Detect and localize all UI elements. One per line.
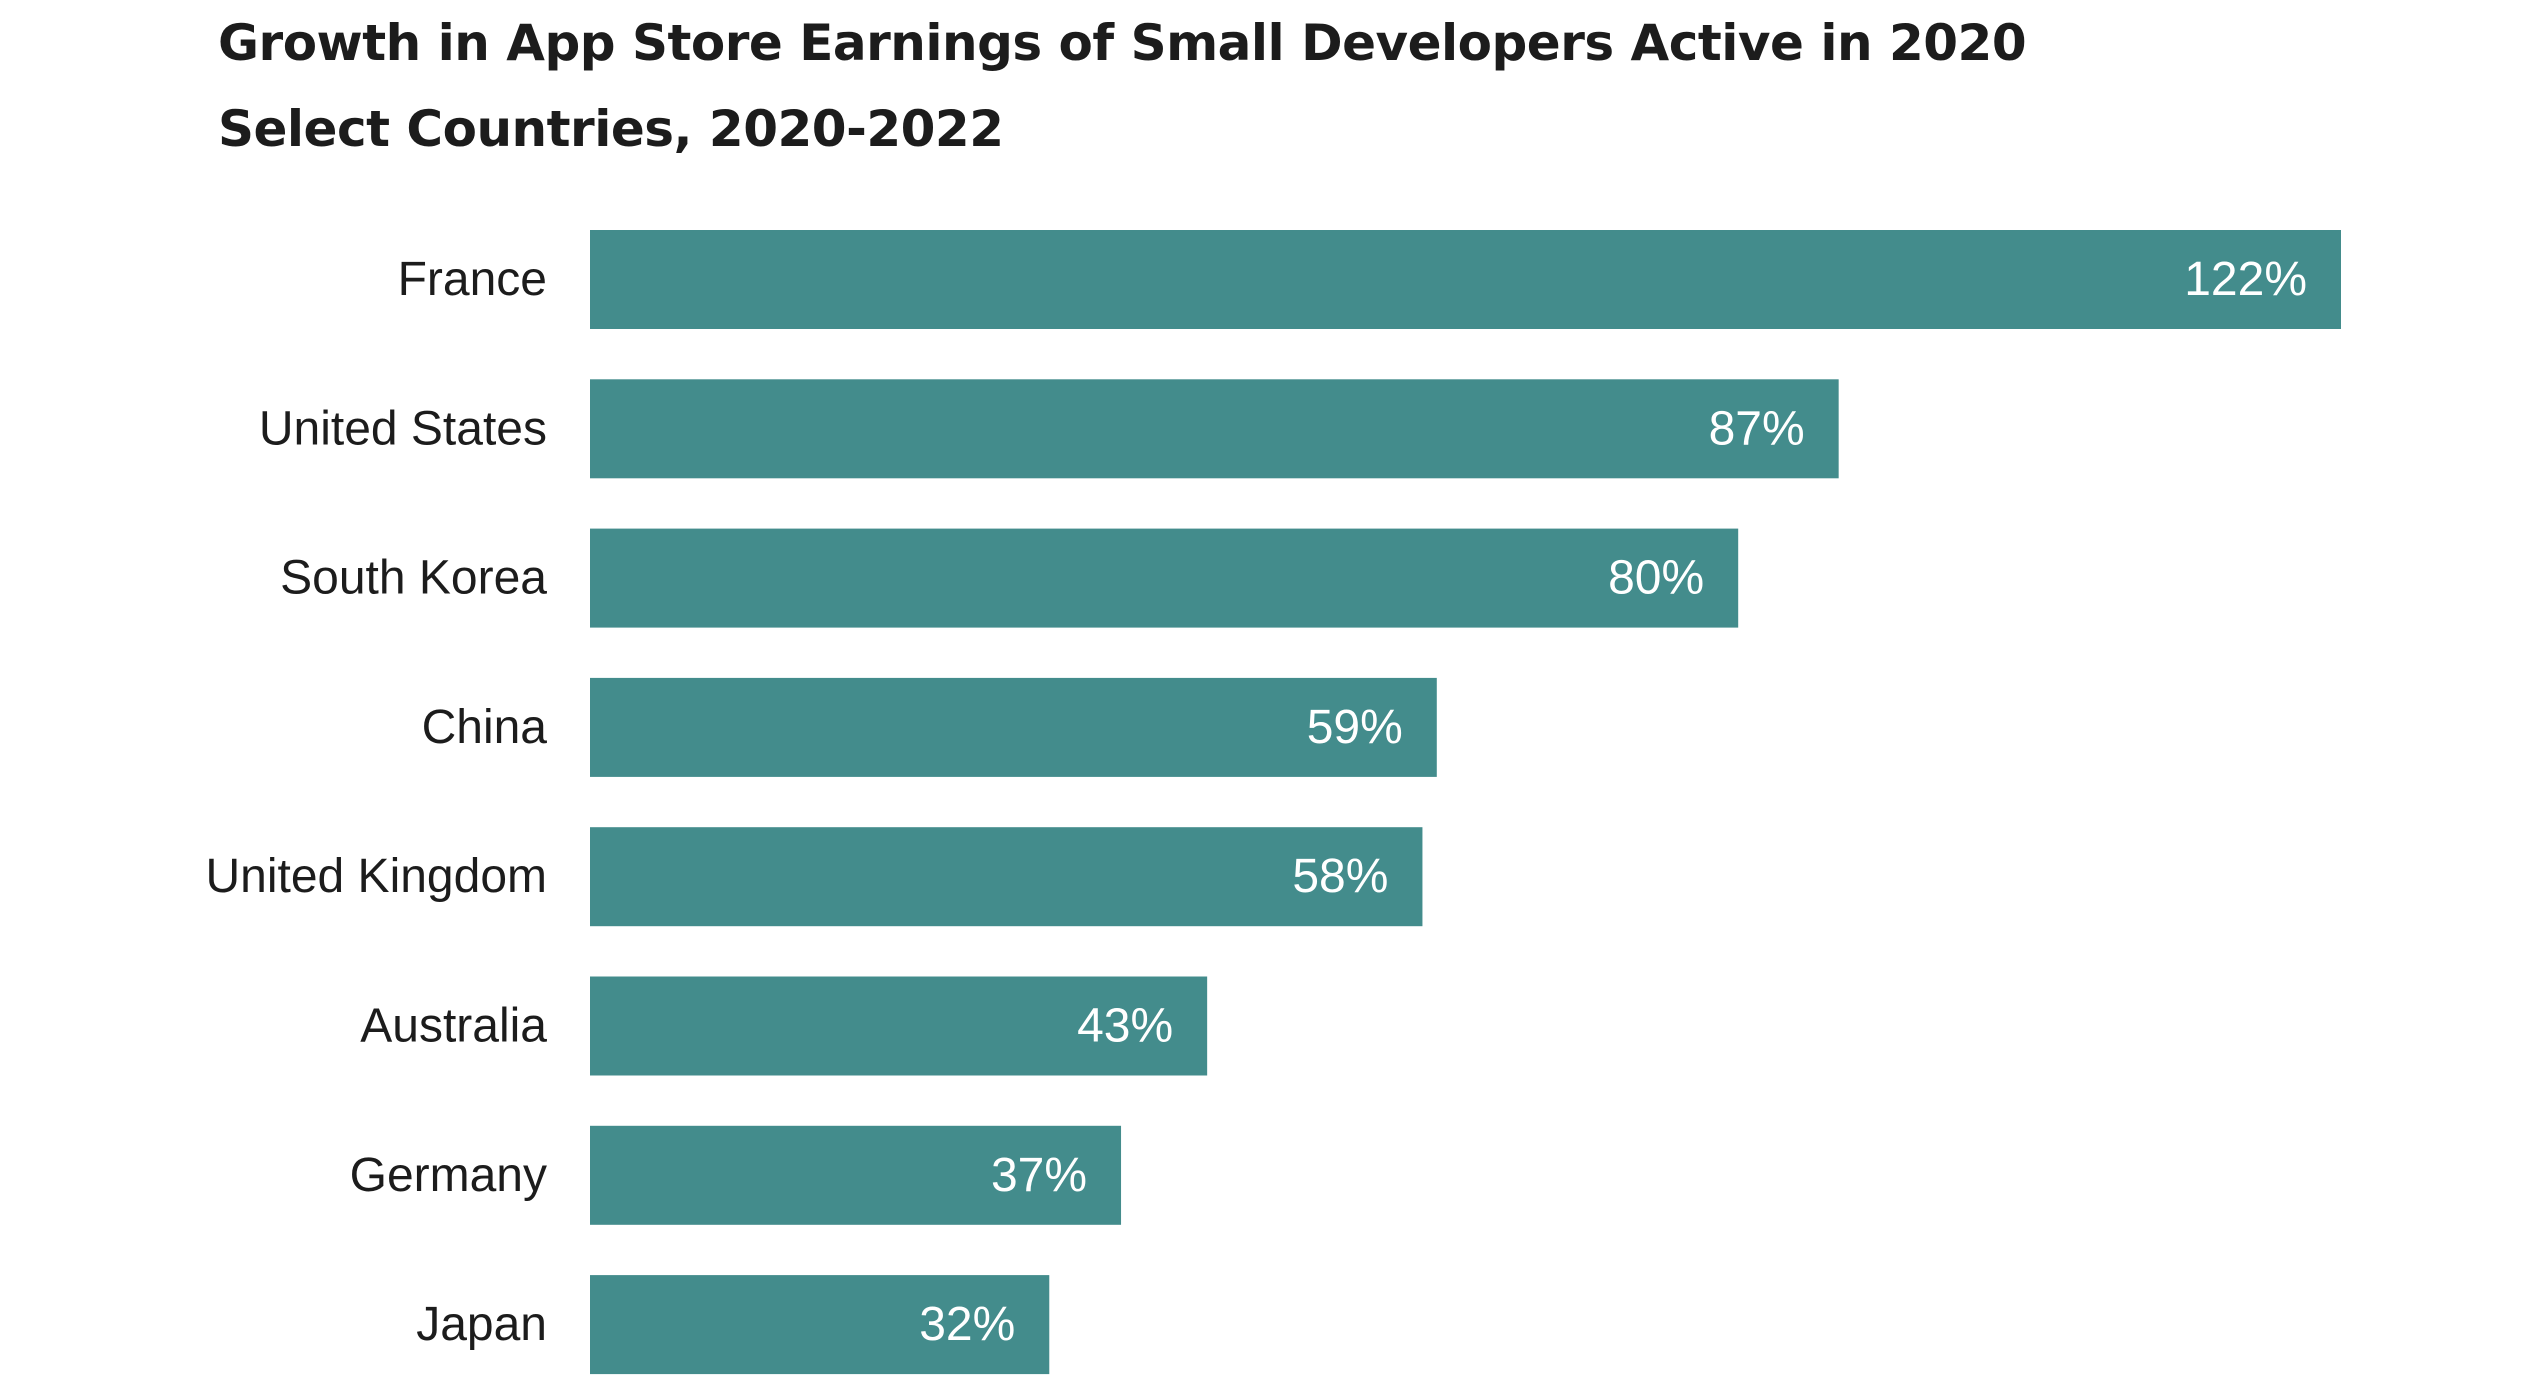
bar-china (590, 677, 1437, 777)
bar-united-kingdom (590, 827, 1423, 927)
category-label: Germany (350, 1149, 547, 1202)
bar-japan (590, 1275, 1050, 1375)
category-label: Australia (360, 1000, 547, 1053)
bar-united-states (590, 379, 1839, 479)
category-label: United States (259, 402, 547, 455)
chart-header: Growth in App Store Earnings of Small De… (218, 0, 2418, 172)
value-label: 87% (1709, 402, 1805, 455)
value-label: 59% (1307, 701, 1403, 754)
category-label: United Kingdom (205, 850, 547, 903)
bar-south-korea (590, 528, 1739, 628)
category-label: France (398, 253, 547, 306)
category-label: China (422, 701, 548, 754)
value-label: 32% (919, 1298, 1015, 1351)
value-label: 80% (1608, 552, 1704, 605)
category-label: South Korea (280, 552, 547, 605)
bars-group: France 122% United States 87% South Korea 80%… (205, 230, 2341, 1375)
chart-subtitle: Select Countries, 2020-2022 (218, 100, 1004, 158)
bar-australia (590, 976, 1208, 1076)
category-label: Japan (416, 1298, 547, 1351)
value-label: 37% (991, 1149, 1087, 1202)
value-label: 122% (2184, 253, 2307, 306)
value-label: 43% (1077, 1000, 1173, 1053)
chart-title: Growth in App Store Earnings of Small De… (218, 14, 2027, 72)
value-label: 58% (1292, 850, 1388, 903)
bar-france (590, 230, 2341, 329)
bar-germany (590, 1125, 1122, 1225)
